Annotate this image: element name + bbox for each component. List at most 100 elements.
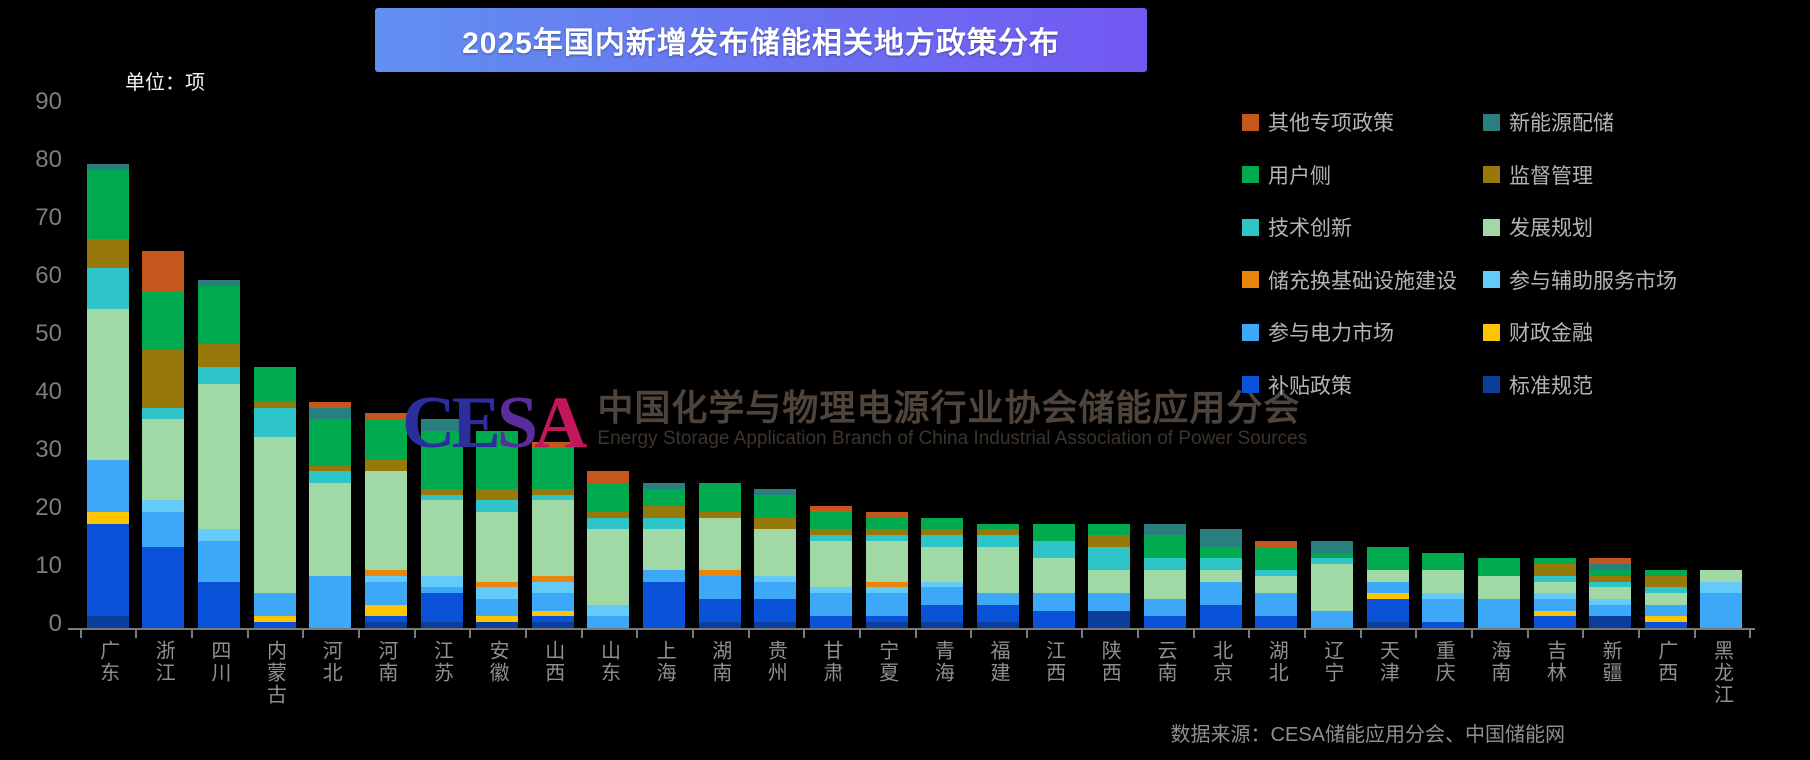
bar-segment-福建-参与电力市场 [977,593,1019,605]
bar-segment-山东-发展规划 [587,529,630,605]
bar-segment-河南-参与电力市场 [364,581,407,605]
bar-segment-上海-发展规划 [643,529,686,570]
bar-segment-山东-用户侧 [587,483,630,512]
legend-item-财政金融: 财政金融 [1483,306,1677,359]
bar-segment-天津-用户侧 [1366,546,1409,570]
x-axis-tick [1137,628,1140,638]
bar-segment-山西-用户侧 [531,448,574,489]
bar-segment-河北-用户侧 [309,419,352,466]
legend-item-其他专项政策: 其他专项政策 [1242,96,1457,149]
x-axis-tick [1471,628,1474,638]
bar-segment-河北-其他专项政策 [309,401,352,408]
bar-segment-海南-用户侧 [1477,558,1520,576]
legend-swatch-icon [1242,218,1259,236]
bar-segment-青海-技术创新 [921,535,964,547]
bar-segment-吉林-监督管理 [1533,564,1576,576]
data-source: 数据来源：CESA储能应用分会、中国储能网 [1170,724,1565,746]
bar-segment-宁夏-用户侧 [865,517,908,530]
bar-segment-内蒙古-补贴政策 [253,622,296,628]
bar-segment-青海-补贴政策 [921,604,964,623]
legend-label: 补贴政策 [1268,374,1352,398]
bar-segment-宁夏-参与辅助服务市场 [865,587,908,594]
bar-segment-湖北-发展规划 [1255,575,1298,594]
bar-segment-宁夏-补贴政策 [865,616,908,623]
bar-segment-新疆-新能源配储 [1589,564,1632,570]
x-label-江西: 江西 [1042,640,1065,684]
bar-segment-吉林-技术创新 [1533,575,1576,582]
x-axis-tick [691,628,694,638]
bar-segment-浙江-参与辅助服务市场 [142,500,185,512]
bar-segment-贵州-监督管理 [754,517,797,530]
bar-segment-河北-参与电力市场 [309,575,352,628]
bar-segment-湖南-储充换基础设施建设 [698,570,741,576]
bar-segment-陕西-监督管理 [1088,535,1131,547]
bar-segment-浙江-其他专项政策 [142,251,185,292]
bar-segment-江西-技术创新 [1032,541,1075,559]
legend-label: 发展规划 [1509,217,1593,241]
bar-segment-贵州-发展规划 [754,529,797,576]
legend-item-储充换基础设施建设: 储充换基础设施建设 [1242,254,1457,307]
bar-segment-广东-监督管理 [86,239,129,269]
bar-segment-广西-技术创新 [1644,587,1687,594]
bar-segment-河南-储充换基础设施建设 [364,570,407,576]
bar-segment-重庆-用户侧 [1422,552,1465,570]
x-label-山东: 山东 [597,640,620,684]
x-label-贵州: 贵州 [764,640,787,684]
bar-segment-重庆-补贴政策 [1422,622,1465,628]
bar-segment-黑龙江-参与辅助服务市场 [1700,581,1743,594]
x-label-四川: 四川 [207,640,230,684]
bar-segment-四川-监督管理 [197,343,240,367]
y-tick-label-30: 30 [35,436,62,463]
legend-swatch-icon [1483,166,1500,184]
bar-segment-湖北-用户侧 [1255,546,1298,570]
bar-segment-浙江-用户侧 [142,291,185,350]
x-label-浙江: 浙江 [152,640,175,684]
bar-segment-河南-发展规划 [364,471,407,570]
x-axis-tick [1526,628,1529,638]
bar-segment-江苏-技术创新 [420,494,463,501]
bar-segment-江苏-发展规划 [420,500,463,576]
bar-segment-江苏-标准规范 [420,622,463,628]
bar-segment-江苏-补贴政策 [420,593,463,623]
legend-label: 监督管理 [1509,164,1593,188]
x-label-黑龙江: 黑龙江 [1710,640,1733,706]
x-axis-tick [1304,628,1307,638]
bar-segment-辽宁-参与电力市场 [1310,610,1353,628]
bar-segment-吉林-发展规划 [1533,581,1576,594]
legend-label: 财政金融 [1509,322,1593,346]
bar-segment-安徽-标准规范 [476,622,519,628]
bar-segment-山西-发展规划 [531,500,574,576]
x-axis-tick [747,628,750,638]
x-label-海南: 海南 [1487,640,1510,684]
bar-segment-内蒙古-技术创新 [253,407,296,437]
y-tick-label-60: 60 [35,262,62,289]
bar-segment-山西-监督管理 [531,488,574,495]
bar-segment-上海-用户侧 [643,488,686,507]
bar-segment-上海-新能源配储 [643,483,686,489]
bar-segment-新疆-参与电力市场 [1589,604,1632,617]
x-label-甘肃: 甘肃 [820,640,843,684]
x-label-辽宁: 辽宁 [1320,640,1343,684]
x-axis-tick [1582,628,1585,638]
bar-segment-甘肃-发展规划 [810,541,853,588]
bar-segment-四川-发展规划 [197,384,240,530]
x-label-北京: 北京 [1209,640,1232,684]
bar-segment-宁夏-发展规划 [865,541,908,582]
bar-segment-湖南-监督管理 [698,512,741,518]
bar-segment-安徽-用户侧 [476,430,519,489]
bar-segment-青海-参与电力市场 [921,587,964,605]
bar-segment-天津-标准规范 [1366,622,1409,628]
legend-swatch-icon [1242,113,1259,131]
bar-segment-天津-参与电力市场 [1366,581,1409,594]
bar-segment-福建-发展规划 [977,546,1019,594]
x-axis-tick [135,628,138,638]
bar-segment-福建-技术创新 [977,535,1019,547]
bar-segment-云南-新能源配储 [1143,523,1186,536]
bar-segment-湖南-标准规范 [698,622,741,628]
legend-swatch-icon [1483,376,1500,394]
legend-label: 参与电力市场 [1268,322,1394,346]
x-label-宁夏: 宁夏 [875,640,898,684]
bar-segment-上海-参与电力市场 [643,570,686,582]
bar-segment-宁夏-技术创新 [865,535,908,541]
